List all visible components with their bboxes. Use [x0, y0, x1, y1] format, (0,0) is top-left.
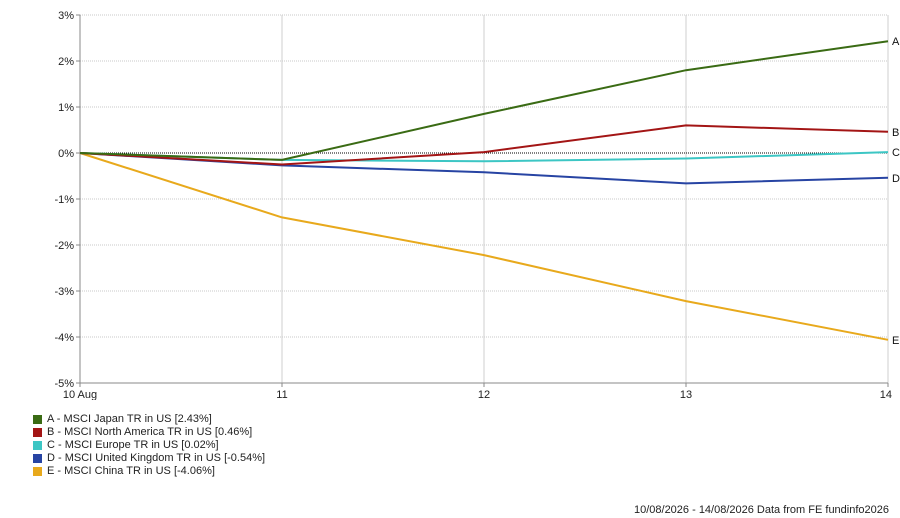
legend-label: D - MSCI United Kingdom TR in US [-0.54%… [47, 452, 266, 464]
series-end-label-a: A [892, 36, 900, 48]
legend-swatch [33, 428, 42, 437]
legend-item-a: A - MSCI Japan TR in US [2.43%] [33, 413, 265, 426]
y-tick-label: 2% [58, 56, 74, 68]
y-tick-label: 3% [58, 10, 74, 22]
legend: A - MSCI Japan TR in US [2.43%] B - MSCI … [33, 413, 265, 478]
y-tick-label: -5% [54, 378, 74, 390]
y-tick-label: -1% [54, 194, 74, 206]
axes: 3% 2% 1% 0% -1% -2% -3% -4% -5%10 Aug 11 12 13 14 [54, 10, 892, 400]
legend-label: E - MSCI China TR in US [-4.06%] [47, 465, 215, 477]
legend-item-d: D - MSCI United Kingdom TR in US [-0.54%… [33, 452, 265, 465]
series-line-b [79, 124, 889, 166]
series-end-label-c: C [892, 147, 900, 159]
legend-swatch [33, 467, 42, 476]
series-end-labels: A BC D E [892, 36, 900, 347]
y-tick-label: 0% [58, 148, 74, 160]
x-tick-label: 13 [680, 389, 692, 400]
legend-label: A - MSCI Japan TR in US [2.43%] [47, 413, 212, 425]
legend-swatch [33, 415, 42, 424]
series-end-label-e: E [892, 335, 899, 347]
series-line-a [79, 40, 889, 161]
legend-label: C - MSCI Europe TR in US [0.02%] [47, 439, 219, 451]
series-end-label-d: D [892, 173, 900, 185]
x-tick-label: 10 Aug [63, 389, 97, 400]
x-tick-label: 12 [478, 389, 490, 400]
legend-item-b: B - MSCI North America TR in US [0.46%] [33, 426, 265, 439]
legend-swatch [33, 441, 42, 450]
x-tick-label: 14 [880, 389, 892, 400]
footer-source: 10/08/2026 - 14/08/2026 Data from FE fun… [633, 504, 889, 516]
y-tick-label: -4% [54, 332, 74, 344]
series-lines [79, 40, 889, 341]
line-chart: 3% 2% 1% 0% -1% -2% -3% -4% -5%10 Aug 11 12 13 14 A B… [54, 10, 900, 400]
y-tick-label: -2% [54, 240, 74, 252]
legend-item-e: E - MSCI China TR in US [-4.06%] [33, 465, 265, 478]
grid-lines [80, 14, 889, 384]
y-tick-label: -3% [54, 286, 74, 298]
legend-swatch [33, 454, 42, 463]
series-line-e [79, 152, 889, 341]
legend-item-c: C - MSCI Europe TR in US [0.02%] [33, 439, 265, 452]
legend-label: B - MSCI North America TR in US [0.46%] [47, 426, 253, 438]
series-end-label-b: B [892, 127, 899, 139]
x-tick-label: 11 [276, 389, 287, 400]
y-tick-label: 1% [58, 102, 74, 114]
